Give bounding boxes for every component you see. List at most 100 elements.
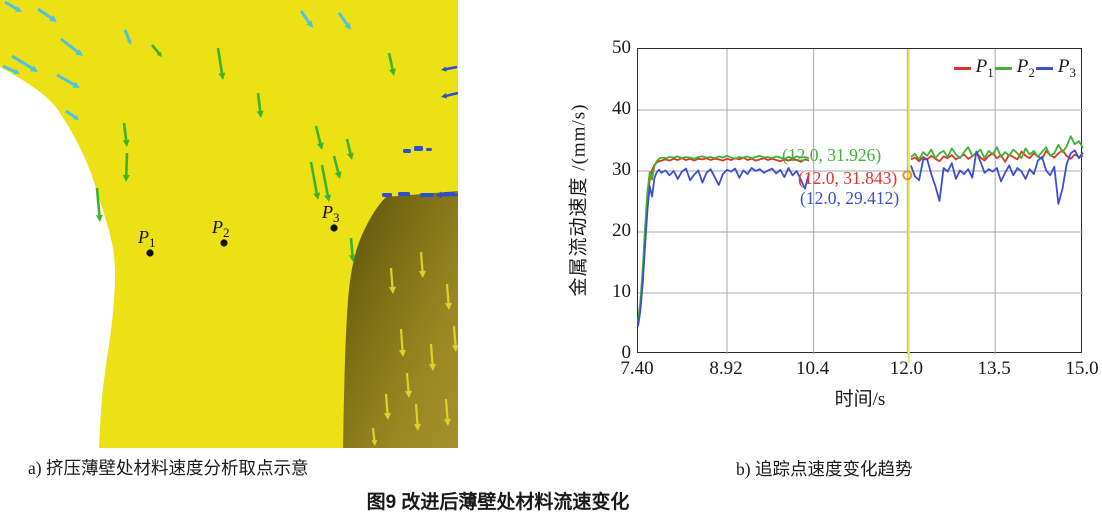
flow-arrow-green: [332, 155, 340, 173]
flow-arrow-yellow: [371, 427, 376, 441]
flow-arrow-blue: [446, 91, 458, 97]
tracking-point-p1: [146, 249, 154, 257]
annotation-value-2: (12.0, 31.843): [798, 168, 898, 188]
blue-speck: [403, 149, 411, 153]
flow-arrowhead-cyan: [30, 65, 38, 72]
flow-arrowhead-cyan: [49, 15, 57, 22]
x-tick-label: 13.5: [977, 358, 1011, 379]
flow-arrowhead-green: [316, 142, 324, 150]
tracking-point-p3: [330, 224, 338, 232]
flow-arrow-green: [122, 122, 128, 141]
flow-arrowhead-yellow: [443, 418, 451, 426]
tracking-point-p2: [220, 239, 228, 247]
flow-arrow-green: [256, 92, 262, 112]
flow-arrowhead-cyan: [126, 39, 132, 45]
x-tick-label: 8.92: [709, 358, 743, 379]
flow-arrowhead-blue: [435, 191, 442, 199]
flow-arrowhead-yellow: [418, 270, 426, 278]
flow-arrow-yellow: [384, 393, 389, 414]
flow-arrow-green: [345, 138, 352, 154]
caption-b: b) 追踪点速度变化趋势: [736, 459, 913, 479]
legend-item-p3: P3: [1035, 56, 1076, 81]
flow-arrowhead-yellow: [451, 344, 458, 352]
flow-arrowhead-cyan: [73, 115, 79, 120]
flow-arrowhead-green: [122, 174, 130, 182]
flow-arrowhead-green: [256, 110, 264, 118]
legend-dash-p1: [953, 66, 971, 70]
flow-arrowhead-cyan: [72, 81, 80, 88]
flow-arrow-yellow: [405, 372, 410, 392]
chart-legend: P1 P2 P3: [953, 56, 1076, 81]
legend-label-p2: P2: [1016, 56, 1035, 80]
flow-arrow-green: [387, 52, 394, 70]
legend-dash-p2: [994, 66, 1012, 70]
y-tick-label: 30: [612, 159, 631, 180]
legend-item-p2: P2: [994, 56, 1035, 81]
flow-arrow-yellow: [419, 251, 424, 272]
flow-arrow-yellow: [389, 267, 394, 288]
plot-area: P1 P2 P3 (12.0, 31.926) (12.0, 31.843) (12…: [637, 48, 1084, 363]
annotation-value-3: (12.0, 29.412): [800, 188, 900, 208]
flow-arrowhead-green: [334, 171, 342, 179]
flow-arrow-cyan: [337, 12, 349, 26]
flow-arrow-yellow: [452, 325, 457, 346]
blue-speck: [420, 193, 434, 197]
y-tick-label: 20: [612, 220, 631, 241]
flow-arrow-cyan: [2, 64, 16, 73]
flow-arrowhead-yellow: [428, 363, 436, 371]
flow-arrow-yellow: [414, 403, 419, 425]
flow-arrow-cyan: [60, 37, 79, 53]
blue-speck: [414, 146, 423, 151]
marker-point: [902, 170, 913, 181]
flow-arrowhead-yellow: [404, 390, 412, 398]
blue-speck: [426, 148, 432, 151]
flow-arrowhead-yellow: [388, 286, 396, 294]
flow-arrow-green: [216, 47, 224, 74]
y-tick-label: 10: [612, 281, 631, 302]
flow-arrow-cyan: [65, 109, 76, 119]
flow-arrow-yellow: [444, 398, 449, 420]
flow-arrowhead-green: [95, 214, 103, 222]
flow-arrowhead-green: [347, 152, 354, 160]
flow-arrowhead-green: [313, 192, 321, 200]
legend-label-p1: P1: [975, 56, 994, 80]
y-tick-label: 50: [612, 37, 631, 58]
flow-arrowhead-green: [389, 68, 396, 76]
flow-arrow-cyan: [37, 7, 53, 20]
flow-arrowhead-cyan: [13, 68, 20, 75]
flow-arrow-blue: [445, 65, 458, 71]
flow-arrowhead-cyan: [306, 20, 313, 28]
series-p2: [910, 135, 1084, 161]
flow-arrowhead-cyan: [14, 6, 22, 12]
flow-arrowhead-cyan: [75, 48, 83, 56]
flow-arrow-green: [314, 125, 322, 144]
annotation-value-1: (12.0, 31.926): [782, 145, 882, 165]
caption-a: a) 挤压薄壁处材料速度分析取点示意: [28, 458, 309, 478]
x-tick-label: 10.4: [796, 358, 830, 379]
blue-speck: [398, 192, 410, 196]
flow-arrow-green: [349, 237, 354, 256]
flow-arrowhead-green: [348, 254, 356, 262]
series-p1: [910, 149, 1084, 163]
flow-arrowhead-green: [218, 72, 226, 80]
legend-label-p3: P3: [1057, 56, 1076, 80]
flow-arrowhead-yellow: [399, 349, 406, 357]
legend-item-p1: P1: [953, 56, 994, 81]
flow-arrowhead-cyan: [344, 22, 351, 30]
flow-arrow-yellow: [399, 328, 404, 351]
flow-arrow-cyan: [299, 10, 311, 24]
series-p3: [910, 149, 1084, 205]
plot-canvas: [637, 49, 1084, 363]
flow-arrowhead-green: [156, 51, 162, 57]
die-region: [343, 191, 458, 448]
flow-arrow-yellow: [445, 283, 450, 304]
flow-arrow-green: [95, 187, 101, 216]
series-p2: [637, 154, 810, 322]
flow-arrowhead-yellow: [413, 423, 421, 431]
flow-arrowhead-green: [122, 139, 130, 147]
flow-arrowhead-green: [324, 194, 332, 202]
flow-arrow-yellow: [429, 343, 434, 365]
series-p1: [637, 156, 810, 324]
